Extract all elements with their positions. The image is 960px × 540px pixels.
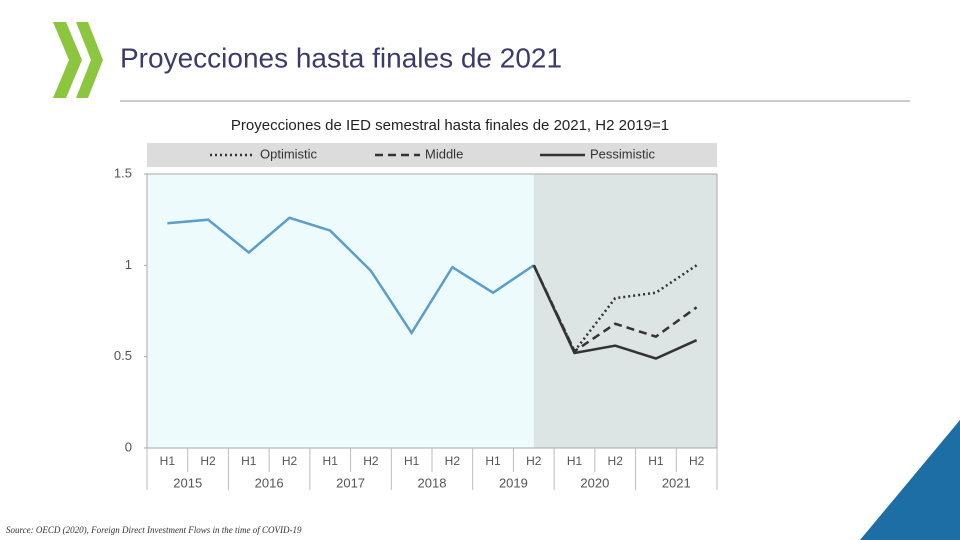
- legend-label: Middle: [425, 146, 463, 161]
- x-tick-label: H2: [445, 454, 461, 468]
- year-label: 2016: [255, 475, 284, 490]
- x-tick-label: H1: [323, 454, 339, 468]
- year-label: 2019: [499, 475, 528, 490]
- legend-label: Optimistic: [260, 146, 318, 161]
- series-line: [532, 264, 698, 354]
- x-tick-label: H1: [404, 454, 420, 468]
- x-tick-label: H2: [200, 454, 216, 468]
- y-tick-label: 0: [125, 439, 132, 454]
- series-line: [532, 264, 698, 360]
- year-label: 2015: [173, 475, 202, 490]
- logo-chevron: [76, 22, 103, 98]
- y-tick-label: 1: [125, 257, 132, 272]
- x-tick-label: H1: [485, 454, 501, 468]
- slide-title: Proyecciones hasta finales de 2021: [120, 42, 562, 73]
- series-line: [167, 216, 535, 336]
- corner-decoration: [860, 420, 960, 540]
- source-note: Source: OECD (2020), Foreign Direct Inve…: [6, 525, 302, 535]
- legend-label: Pessimistic: [590, 146, 656, 161]
- x-tick-label: H2: [608, 454, 624, 468]
- logo-chevron: [53, 22, 82, 98]
- x-tick-label: H1: [648, 454, 664, 468]
- chart-title: Proyecciones de IED semestral hasta fina…: [231, 117, 669, 134]
- x-tick-label: H2: [363, 454, 379, 468]
- year-label: 2021: [662, 475, 691, 490]
- x-tick-label: H1: [241, 454, 257, 468]
- x-tick-label: H2: [526, 454, 542, 468]
- y-tick-label: 1.5: [114, 165, 132, 180]
- y-tick-label: 0.5: [114, 348, 132, 363]
- series-line: [532, 264, 698, 354]
- year-label: 2018: [418, 475, 447, 490]
- x-tick-label: H1: [567, 454, 583, 468]
- x-tick-label: H2: [282, 454, 298, 468]
- year-label: 2020: [580, 475, 609, 490]
- year-label: 2017: [336, 475, 365, 490]
- x-tick-label: H2: [689, 454, 705, 468]
- x-tick-label: H1: [160, 454, 176, 468]
- forecast-region: [533, 174, 717, 448]
